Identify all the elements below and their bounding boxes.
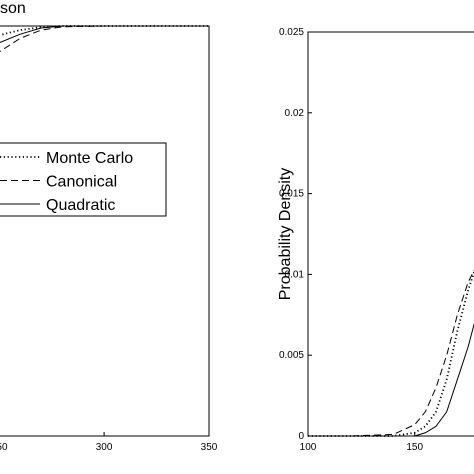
- y-tick-label: 0.025: [279, 27, 304, 38]
- legend-label: Quadratic: [46, 197, 115, 214]
- y-tick-label: 0: [298, 431, 304, 442]
- series-line: [308, 270, 474, 437]
- x-tick-label: 350: [201, 442, 218, 453]
- x-tick-label: 250: [0, 442, 8, 453]
- plot-frame: [307, 31, 474, 437]
- legend-label: Canonical: [46, 174, 117, 191]
- chart-title: son: [0, 0, 26, 17]
- y-tick-label: 0.015: [279, 189, 304, 200]
- series-line: [308, 269, 474, 437]
- x-tick-label: 150: [406, 442, 423, 453]
- x-tick-label: 100: [300, 442, 317, 453]
- plot-frame: [0, 25, 210, 437]
- y-tick-label: 0.01: [285, 269, 305, 280]
- plot-area: [0, 25, 209, 53]
- x-tick-label: 300: [96, 442, 113, 453]
- plot-area: [308, 269, 474, 437]
- legend-label: Monte Carlo: [46, 150, 133, 167]
- y-axis-label: Probability Density: [277, 168, 294, 301]
- series-line: [308, 322, 474, 437]
- series-line: [0, 25, 209, 53]
- y-tick-label: 0.02: [285, 108, 305, 119]
- series-line: [0, 25, 209, 43]
- y-tick-label: 0.005: [279, 350, 304, 361]
